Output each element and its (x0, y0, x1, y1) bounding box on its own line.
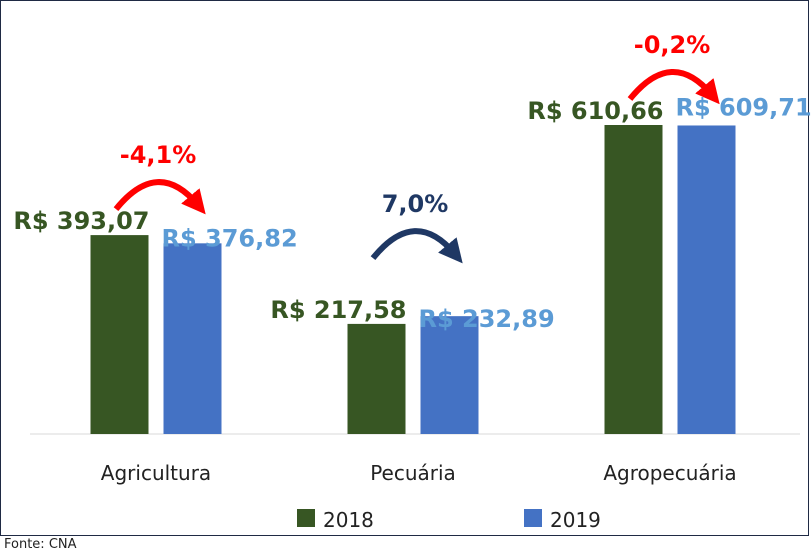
change-label-1: 7,0% (382, 190, 449, 218)
legend-swatch-2018 (297, 509, 315, 527)
data-label-2018-2: R$ 610,66 (527, 97, 663, 125)
data-label-2019-0: R$ 376,82 (162, 224, 298, 252)
bar-2018-2 (604, 125, 663, 434)
change-label-0: -4,1% (120, 141, 197, 169)
data-label-2019-2: R$ 609,71 (676, 93, 811, 121)
bar-2018-1 (347, 323, 406, 434)
source-note: Fonte: CNA (4, 537, 77, 552)
legend-swatch-2019 (524, 509, 542, 527)
bar-2019-1 (420, 316, 479, 434)
legend: 2018 2019 (297, 508, 601, 532)
category-label-2: Agropecuária (603, 461, 736, 485)
data-label-2019-1: R$ 232,89 (419, 305, 555, 333)
change-arrow-1 (370, 228, 463, 264)
data-label-2018-0: R$ 393,07 (13, 207, 149, 235)
bar-2019-0 (163, 243, 222, 434)
change-label-2: -0,2% (634, 31, 711, 59)
category-label-1: Pecuária (370, 461, 456, 485)
legend-label-2018: 2018 (323, 508, 374, 532)
bar-2018-0 (90, 235, 149, 434)
change-arrow-0 (113, 179, 206, 215)
category-label-0: Agricultura (101, 461, 211, 485)
data-label-2018-1: R$ 217,58 (270, 296, 406, 324)
legend-label-2019: 2019 (550, 508, 601, 532)
bar-2019-2 (677, 125, 736, 434)
change-arrow-2 (627, 69, 720, 105)
chart-frame (0, 0, 809, 536)
